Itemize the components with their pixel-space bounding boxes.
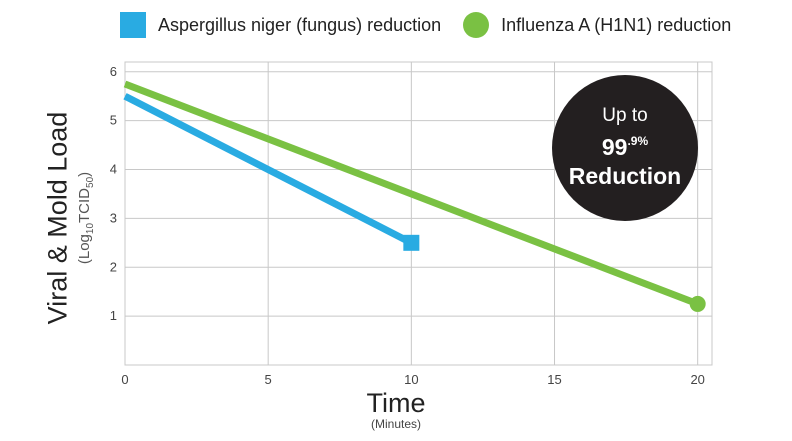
legend: Aspergillus niger (fungus) reduction Inf… [120, 12, 753, 38]
y-tick-label: 2 [110, 259, 117, 274]
y-axis-sublabel: (Log10TCID50) [76, 171, 96, 265]
y-tick-label: 1 [110, 308, 117, 323]
badge-reduction: Reduction [568, 163, 682, 189]
x-axis-sublabel: (Minutes) [370, 417, 422, 431]
legend-label-influenza: Influenza A (H1N1) reduction [501, 14, 732, 35]
y-tick-label: 6 [110, 64, 117, 79]
plot-frame [124, 61, 713, 366]
legend-item-influenza: Influenza A (H1N1) reduction [463, 12, 731, 38]
x-tick-label: 10 [404, 372, 418, 387]
x-tick-label: 20 [690, 372, 704, 387]
badge-percent: 99.9% [601, 134, 649, 160]
legend-swatch-aspergillus [120, 12, 146, 38]
y-tick-label: 5 [110, 113, 117, 128]
series-line-aspergillus [123, 93, 413, 246]
legend-swatch-influenza [463, 12, 490, 38]
series-marker-aspergillus [403, 234, 420, 251]
badge-line1: Up to [602, 105, 648, 126]
x-tick-label: 15 [547, 372, 561, 387]
reduction-badge: Up to 99.9% Reduction [552, 75, 698, 221]
legend-item-aspergillus: Aspergillus niger (fungus) reduction [120, 12, 441, 38]
y-axis-label: Viral & Mold Load [42, 111, 73, 325]
x-axis-label: Time [366, 388, 426, 418]
series-marker-influenza [689, 295, 706, 312]
y-tick-label: 3 [110, 210, 117, 225]
series-line-influenza [123, 80, 699, 308]
y-tick-label: 4 [110, 162, 117, 177]
legend-label-aspergillus: Aspergillus niger (fungus) reduction [158, 14, 442, 35]
x-tick-label: 5 [265, 372, 272, 387]
y-axis-label-group: Viral & Mold Load (Log10TCID50) [18, 50, 98, 350]
x-tick-label: 0 [121, 372, 128, 387]
